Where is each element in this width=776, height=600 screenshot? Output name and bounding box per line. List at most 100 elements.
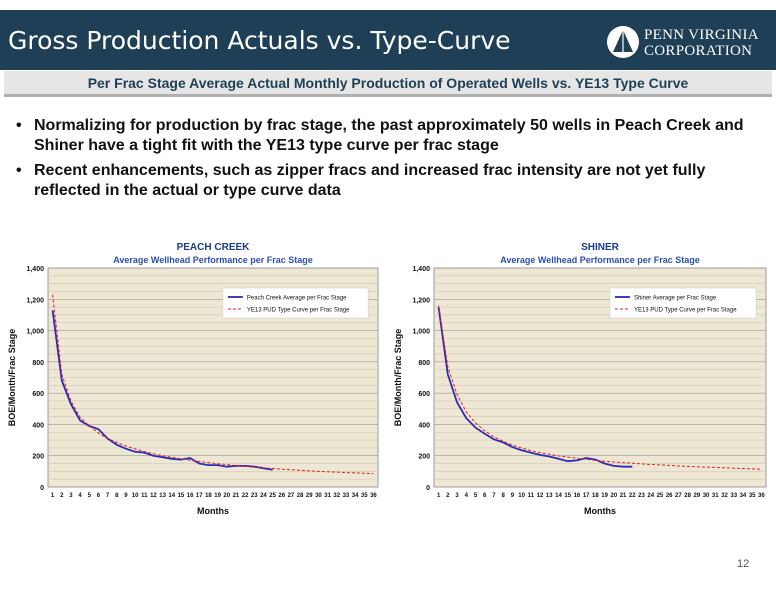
chart-subtitle: Average Wellhead Performance per Frac St… [500, 255, 700, 265]
legend-label: Peach Creek Average per Frac Stage [247, 296, 347, 302]
x-tick-label: 13 [159, 493, 166, 499]
x-tick-label: 36 [758, 493, 765, 499]
x-tick-label: 25 [657, 493, 664, 499]
x-tick-label: 23 [251, 493, 258, 499]
x-tick-label: 34 [740, 493, 747, 499]
x-tick-label: 7 [106, 493, 110, 499]
x-tick-label: 24 [260, 493, 267, 499]
x-tick-label: 10 [132, 493, 139, 499]
bullet-item: • Normalizing for production by frac stag… [10, 116, 750, 156]
triangle-logo-icon [607, 26, 639, 58]
y-tick-label: 800 [418, 360, 430, 367]
series-line-1 [438, 305, 762, 470]
x-tick-label: 17 [196, 493, 203, 499]
x-tick-label: 26 [666, 493, 673, 499]
series-line-0 [51, 310, 273, 471]
y-tick-label: 400 [418, 422, 430, 429]
chart-title: SHINER [581, 242, 620, 253]
bullet-text: Normalizing for production by frac stage… [34, 117, 744, 154]
y-tick-label: 1,000 [26, 329, 44, 336]
y-axis-label: BOE/Month/Frac Stage [7, 329, 17, 427]
bullet-icon: • [16, 117, 22, 134]
y-axis-label: BOE/Month/Frac Stage [393, 329, 403, 427]
title-bar: Gross Production Actuals vs. Type-Curve … [0, 10, 776, 70]
x-tick-label: 27 [288, 493, 295, 499]
x-tick-label: 25 [269, 493, 276, 499]
bullet-icon: • [16, 162, 22, 179]
logo-text-line1: PENN VIRGINIA [644, 27, 759, 43]
x-tick-label: 26 [278, 493, 285, 499]
x-tick-label: 18 [205, 493, 212, 499]
x-tick-label: 6 [483, 493, 487, 499]
x-tick-label: 14 [555, 493, 562, 499]
slide-subtitle: Per Frac Stage Average Actual Monthly Pr… [87, 75, 689, 91]
x-tick-label: 20 [223, 493, 230, 499]
x-tick-label: 21 [620, 493, 627, 499]
x-tick-label: 3 [69, 493, 73, 499]
x-tick-label: 28 [684, 493, 691, 499]
y-tick-label: 600 [32, 391, 44, 398]
series-line-0 [437, 306, 633, 468]
bullet-item: • Recent enhancements, such as zipper fra… [10, 161, 750, 201]
x-tick-label: 8 [115, 493, 119, 499]
y-tick-label: 200 [418, 454, 430, 461]
x-tick-label: 9 [511, 493, 515, 499]
company-logo: PENN VIRGINIA CORPORATION [606, 25, 772, 65]
legend-box [609, 287, 757, 319]
y-tick-label: 1,400 [412, 266, 430, 273]
x-tick-label: 2 [60, 493, 64, 499]
legend-label: Shiner Average per Frac Stage [634, 296, 717, 302]
x-axis-label: Months [584, 506, 616, 516]
x-tick-label: 31 [324, 493, 331, 499]
legend-box [222, 287, 369, 319]
y-tick-label: 800 [32, 360, 44, 367]
x-tick-label: 15 [178, 493, 185, 499]
x-tick-label: 12 [150, 493, 157, 499]
shiner-chart: SHINER Average Wellhead Performance per F… [393, 242, 767, 516]
x-tick-label: 15 [564, 493, 571, 499]
x-tick-label: 23 [638, 493, 645, 499]
x-tick-label: 36 [370, 493, 377, 499]
x-tick-label: 8 [501, 493, 505, 499]
x-tick-label: 33 [730, 493, 737, 499]
x-tick-label: 33 [343, 493, 350, 499]
x-tick-label: 24 [647, 493, 654, 499]
x-axis-label: Months [197, 506, 229, 516]
y-tick-label: 1,000 [412, 329, 430, 336]
y-tick-label: 400 [32, 422, 44, 429]
x-tick-label: 30 [315, 493, 322, 499]
bullet-text: Recent enhancements, such as zipper frac… [34, 162, 706, 199]
x-tick-label: 18 [592, 493, 599, 499]
x-tick-label: 19 [214, 493, 221, 499]
x-tick-label: 5 [474, 493, 478, 499]
x-tick-label: 4 [78, 493, 82, 499]
x-tick-label: 29 [306, 493, 313, 499]
legend-label: YE13 PUD Type Curve per Frac Stage [634, 308, 737, 314]
x-tick-label: 3 [455, 493, 459, 499]
x-tick-label: 34 [352, 493, 359, 499]
series-line-1 [52, 294, 374, 475]
x-tick-label: 35 [749, 493, 756, 499]
x-tick-label: 22 [629, 493, 636, 499]
y-tick-label: 1,400 [26, 266, 44, 273]
x-tick-label: 6 [97, 493, 101, 499]
legend-label: YE13 PUD Type Curve per Frac Stage [247, 308, 350, 314]
x-tick-label: 32 [333, 493, 340, 499]
x-tick-label: 30 [703, 493, 710, 499]
x-tick-label: 9 [124, 493, 128, 499]
x-tick-label: 29 [693, 493, 700, 499]
y-tick-label: 1,200 [412, 297, 430, 304]
y-tick-label: 0 [426, 485, 430, 492]
x-tick-label: 12 [537, 493, 544, 499]
x-tick-label: 5 [88, 493, 92, 499]
x-tick-label: 2 [446, 493, 450, 499]
logo-text-line2: CORPORATION [644, 43, 753, 59]
x-tick-label: 10 [518, 493, 525, 499]
chart-title: PEACH CREEK [177, 242, 251, 253]
x-tick-label: 35 [361, 493, 368, 499]
x-tick-label: 1 [51, 493, 55, 499]
y-tick-label: 600 [418, 391, 430, 398]
x-tick-label: 16 [187, 493, 194, 499]
x-tick-label: 32 [721, 493, 728, 499]
x-tick-label: 11 [528, 493, 535, 499]
